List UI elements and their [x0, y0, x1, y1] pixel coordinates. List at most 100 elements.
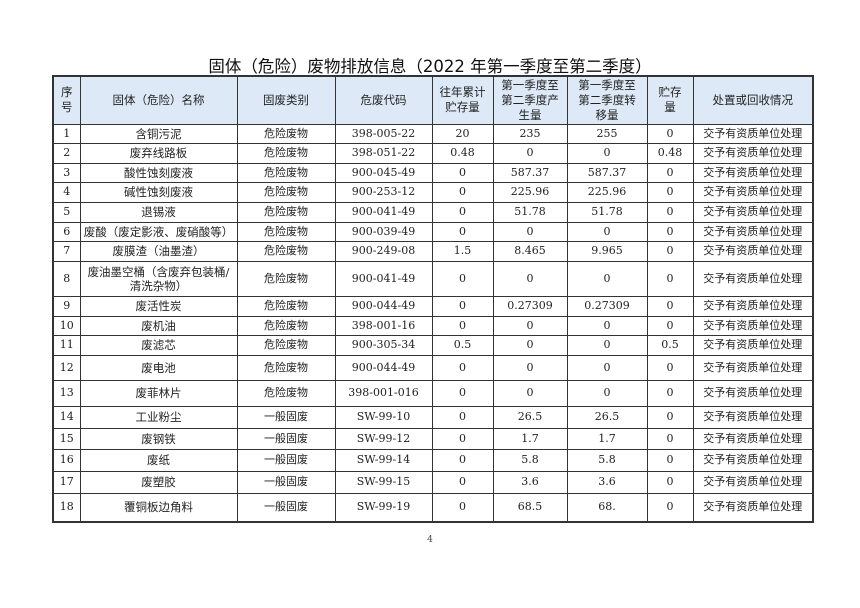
cell-col-code: 900-305-34: [334, 334, 433, 356]
cell-col-transferred: 0: [566, 221, 648, 242]
cell-col-prior-stock: 0: [431, 162, 494, 183]
cell-col-code: 900-041-49: [334, 201, 433, 223]
cell-col-category: 危险废物: [236, 379, 336, 407]
cell-col-produced: 235: [492, 123, 568, 144]
cell-col-category: 一般固废: [236, 492, 336, 523]
cell-col-code: 900-249-08: [334, 240, 433, 262]
cell-col-disposal: 交予有资质单位处理: [692, 470, 814, 494]
cell-col-transferred: 0: [566, 315, 648, 336]
cell-col-transferred: 9.965: [566, 240, 648, 262]
table-row: 17 废塑胶 一般固废 SW-99-15 0 3.6 3.6 0 交予有资质单位处理: [52, 470, 814, 494]
cell-col-category: 危险废物: [236, 201, 336, 223]
cell-col-index: 16: [52, 448, 81, 472]
table-row: 3 酸性蚀刻废液 危险废物 900-045-49 0 587.37 587.37 0 交予有资质…: [52, 162, 814, 183]
cell-col-prior-stock: 0: [431, 260, 494, 297]
cell-col-name: 废塑胶: [79, 470, 238, 494]
cell-col-disposal: 交予有资质单位处理: [692, 201, 814, 223]
cell-col-stock: 0: [646, 315, 694, 336]
header-col-category: 固废类别: [236, 75, 336, 125]
page-number: 4: [427, 535, 433, 545]
page-title: 固体（危险）废物排放信息（2022 年第一季度至第二季度）: [208, 57, 652, 76]
cell-col-disposal: 交予有资质单位处理: [692, 334, 814, 356]
cell-col-category: 危险废物: [236, 240, 336, 262]
waste-table: 序号 固体（危险）名称 固废类别 危废代码 往年累计贮存量 第一季度至第二季度产生量 第一季…: [52, 75, 814, 523]
cell-col-stock: 0.5: [646, 334, 694, 356]
cell-col-category: 危险废物: [236, 354, 336, 381]
cell-col-code: 398-001-016: [334, 379, 433, 407]
cell-col-index: 10: [52, 315, 81, 336]
cell-col-disposal: 交予有资质单位处理: [692, 315, 814, 336]
cell-col-stock: 0: [646, 470, 694, 494]
cell-col-disposal: 交予有资质单位处理: [692, 123, 814, 144]
table-row: 2 废弃线路板 危险废物 398-051-22 0.48 0 0 0.48 交予有资质单位处理: [52, 142, 814, 164]
cell-col-index: 9: [52, 295, 81, 317]
cell-col-prior-stock: 0: [431, 181, 494, 203]
cell-col-produced: 0: [492, 260, 568, 297]
header-col-transferred: 第一季度至第二季度转移量: [566, 75, 648, 125]
cell-col-prior-stock: 0: [431, 295, 494, 317]
cell-col-stock: 0: [646, 260, 694, 297]
cell-col-name: 废油墨空桶（含废弃包装桶/清洗杂物）: [79, 260, 238, 297]
header-col-code: 危废代码: [334, 75, 433, 125]
table-row: 4 碱性蚀刻废液 危险废物 900-253-12 0 225.96 225.96 0 交予有资质…: [52, 181, 814, 203]
cell-col-name: 废菲林片: [79, 379, 238, 407]
header-col-disposal: 处置或回收情况: [692, 75, 814, 125]
cell-col-transferred: 0: [566, 379, 648, 407]
cell-col-prior-stock: 0: [431, 470, 494, 494]
cell-col-prior-stock: 0: [431, 201, 494, 223]
cell-col-disposal: 交予有资质单位处理: [692, 142, 814, 164]
cell-col-code: 900-045-49: [334, 162, 433, 183]
cell-col-category: 危险废物: [236, 260, 336, 297]
cell-col-transferred: 255: [566, 123, 648, 144]
cell-col-disposal: 交予有资质单位处理: [692, 221, 814, 242]
cell-col-name: 废滤芯: [79, 334, 238, 356]
table-row: 7 废膜渣（油墨渣） 危险废物 900-249-08 1.5 8.465 9.965 0 交予有…: [52, 240, 814, 262]
header-col-index: 序号: [52, 75, 81, 125]
cell-col-disposal: 交予有资质单位处理: [692, 427, 814, 450]
cell-col-name: 废电池: [79, 354, 238, 381]
cell-col-transferred: 225.96: [566, 181, 648, 203]
cell-col-prior-stock: 0: [431, 221, 494, 242]
table-row: 8 废油墨空桶（含废弃包装桶/清洗杂物） 危险废物 900-041-49 0 0 0 0 交予有…: [52, 260, 814, 297]
cell-col-index: 6: [52, 221, 81, 242]
cell-col-disposal: 交予有资质单位处理: [692, 492, 814, 523]
cell-col-prior-stock: 0: [431, 315, 494, 336]
cell-col-code: SW-99-19: [334, 492, 433, 523]
table-row: 6 废酸（废定影液、废硝酸等） 危险废物 900-039-49 0 0 0 0 交予有资质单位处…: [52, 221, 814, 242]
cell-col-name: 废膜渣（油墨渣）: [79, 240, 238, 262]
cell-col-stock: 0: [646, 405, 694, 429]
cell-col-code: 900-041-49: [334, 260, 433, 297]
cell-col-stock: 0: [646, 427, 694, 450]
cell-col-index: 17: [52, 470, 81, 494]
cell-col-disposal: 交予有资质单位处理: [692, 448, 814, 472]
cell-col-produced: 0: [492, 354, 568, 381]
cell-col-name: 碱性蚀刻废液: [79, 181, 238, 203]
cell-col-category: 危险废物: [236, 221, 336, 242]
cell-col-category: 危险废物: [236, 315, 336, 336]
cell-col-name: 覆铜板边角料: [79, 492, 238, 523]
cell-col-transferred: 51.78: [566, 201, 648, 223]
cell-col-produced: 0: [492, 379, 568, 407]
cell-col-name: 废纸: [79, 448, 238, 472]
cell-col-produced: 1.7: [492, 427, 568, 450]
cell-col-index: 11: [52, 334, 81, 356]
header-col-produced: 第一季度至第二季度产生量: [492, 75, 568, 125]
cell-col-disposal: 交予有资质单位处理: [692, 162, 814, 183]
cell-col-disposal: 交予有资质单位处理: [692, 181, 814, 203]
cell-col-category: 危险废物: [236, 123, 336, 144]
cell-col-transferred: 0: [566, 260, 648, 297]
cell-col-produced: 0: [492, 315, 568, 336]
cell-col-stock: 0: [646, 201, 694, 223]
cell-col-prior-stock: 0: [431, 427, 494, 450]
cell-col-code: SW-99-15: [334, 470, 433, 494]
table-row: 16 废纸 一般固废 SW-99-14 0 5.8 5.8 0 交予有资质单位处理: [52, 448, 814, 472]
cell-col-disposal: 交予有资质单位处理: [692, 240, 814, 262]
cell-col-produced: 0.27309: [492, 295, 568, 317]
cell-col-transferred: 0.27309: [566, 295, 648, 317]
cell-col-index: 7: [52, 240, 81, 262]
table-row: 14 工业粉尘 一般固废 SW-99-10 0 26.5 26.5 0 交予有资质单位处理: [52, 405, 814, 429]
cell-col-stock: 0.48: [646, 142, 694, 164]
table-header-row: 序号 固体（危险）名称 固废类别 危废代码 往年累计贮存量 第一季度至第二季度产生量 第一季…: [52, 75, 814, 125]
cell-col-stock: 0: [646, 379, 694, 407]
cell-col-name: 酸性蚀刻废液: [79, 162, 238, 183]
